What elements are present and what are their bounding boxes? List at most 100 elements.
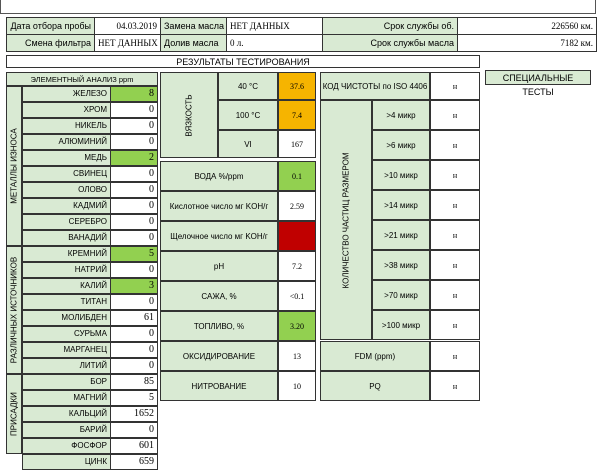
iso-code-value: н [430,72,480,100]
water-label: ВОДА %/ppm [160,161,278,191]
element-value: 0 [110,230,158,246]
element-value: 85 [110,374,158,390]
element-row: МАГНИЙ 5 [22,390,158,406]
element-row: СУРЬМА 0 [22,326,158,342]
elemental-analysis: ЭЛЕМЕНТНЫЙ АНАЛИЗ ppm МЕТАЛЛЫ ИЗНОСА РАЗ… [6,72,158,470]
element-name: КРЕМНИЙ [22,246,110,262]
particle-size-label: >100 микр [372,310,430,340]
element-name: НАТРИЙ [22,262,110,278]
oxidation-value: 13 [278,341,316,371]
service-total-value: 226560 км. [457,17,597,35]
element-name: БАРИЙ [22,422,110,438]
group-various-sources-label: РАЗЛИЧНЫХ ИСТОЧНИКОВ [9,256,19,364]
viscosity-label: ВЯЗКОСТЬ [184,93,194,137]
top-empty-bar [0,0,596,14]
element-row: БОР 85 [22,374,158,390]
element-row: ТИТАН 0 [22,294,158,310]
element-row: АЛЮМИНИЙ 0 [22,134,158,150]
soot-value: <0.1 [278,281,316,311]
ph-value: 7.2 [278,251,316,281]
particle-size-label: >14 микр [372,190,430,220]
element-row: ВАНАДИЙ 0 [22,230,158,246]
element-name: СЕРЕБРО [22,214,110,230]
element-row: КАЛЬЦИЙ 1652 [22,406,158,422]
pq-label: PQ [320,371,430,401]
service-oil-label: Срок службы масла [322,34,458,52]
results-title: РЕЗУЛЬТАТЫ ТЕСТИРОВАНИЯ [6,55,480,68]
elemental-analysis-header: ЭЛЕМЕНТНЫЙ АНАЛИЗ ppm [6,72,158,86]
element-name: ХРОМ [22,102,110,118]
fdm-label: FDM (ppm) [320,341,430,371]
sample-date-value: 04.03.2019 [94,17,161,35]
vi-value: 167 [278,130,316,158]
element-row: МЕДЬ 2 [22,150,158,166]
particle-size-label: >38 микр [372,250,430,280]
particle-size-label: >70 микр [372,280,430,310]
element-value: 61 [110,310,158,326]
particle-size-value: н [430,190,480,220]
group-additives-label: ПРИСАДКИ [9,392,19,436]
element-name: ТИТАН [22,294,110,310]
sample-info-table: Дата отбора пробы 04.03.2019 Замена масл… [6,17,597,52]
element-name: КАЛЬЦИЙ [22,406,110,422]
particle-size-value: н [430,100,480,130]
visc-40-value: 37.6 [278,72,316,100]
oil-change-label: Замена масла [160,17,227,35]
element-value: 659 [110,454,158,470]
element-value: 0 [110,342,158,358]
element-row: БАРИЙ 0 [22,422,158,438]
nitration-value: 10 [278,371,316,401]
element-value: 5 [110,246,158,262]
particle-size-value: н [430,130,480,160]
element-value: 0 [110,198,158,214]
element-value: 0 [110,262,158,278]
element-value: 2 [110,150,158,166]
particle-size-value: н [430,160,480,190]
service-total-label: Срок службы об. [322,17,458,35]
element-row: ОЛОВО 0 [22,182,158,198]
element-value: 0 [110,134,158,150]
element-value: 0 [110,214,158,230]
base-number-label: Щелочное число мг KOH/г [160,221,278,251]
element-name: ЦИНК [22,454,110,470]
element-name: МАГНИЙ [22,390,110,406]
element-value: 601 [110,438,158,454]
filter-change-value: НЕТ ДАННЫХ [94,34,161,52]
fdm-value: н [430,341,480,371]
element-name: ВАНАДИЙ [22,230,110,246]
soot-label: САЖА, % [160,281,278,311]
element-value: 0 [110,326,158,342]
element-value: 0 [110,166,158,182]
element-value: 1652 [110,406,158,422]
iso-code-label: КОД ЧИСТОТЫ по ISO 4406 [320,72,430,100]
particle-size-label: >4 микр [372,100,430,130]
element-row: НИКЕЛЬ 0 [22,118,158,134]
visc-40-label: 40 °C [218,72,278,100]
element-name: СВИНЕЦ [22,166,110,182]
fuel-label: ТОПЛИВО, % [160,311,278,341]
element-row: НАТРИЙ 0 [22,262,158,278]
element-row: СВИНЕЦ 0 [22,166,158,182]
element-name: МОЛИБДЕН [22,310,110,326]
acid-number-value: 2.59 [278,191,316,221]
element-name: ЛИТИЙ [22,358,110,374]
element-value: 0 [110,358,158,374]
element-name: МЕДЬ [22,150,110,166]
element-row: КАЛИЙ 3 [22,278,158,294]
viscosity-label-cell: ВЯЗКОСТЬ [160,72,218,158]
element-name: ЖЕЛЕЗО [22,86,110,102]
group-various-sources: РАЗЛИЧНЫХ ИСТОЧНИКОВ [6,246,22,374]
water-value: 0.1 [278,161,316,191]
element-name: КАЛИЙ [22,278,110,294]
particle-size-label: >10 микр [372,160,430,190]
element-name: СУРЬМА [22,326,110,342]
element-name: НИКЕЛЬ [22,118,110,134]
element-name: КАДМИЙ [22,198,110,214]
particle-size-value: н [430,310,480,340]
particles-label-cell: КОЛИЧЕСТВО ЧАСТИЦ РАЗМЕРОМ [320,100,372,340]
element-row: ЛИТИЙ 0 [22,358,158,374]
vi-label: VI [218,130,278,158]
element-row: ФОСФОР 601 [22,438,158,454]
element-name: БОР [22,374,110,390]
particle-size-label: >21 микр [372,220,430,250]
